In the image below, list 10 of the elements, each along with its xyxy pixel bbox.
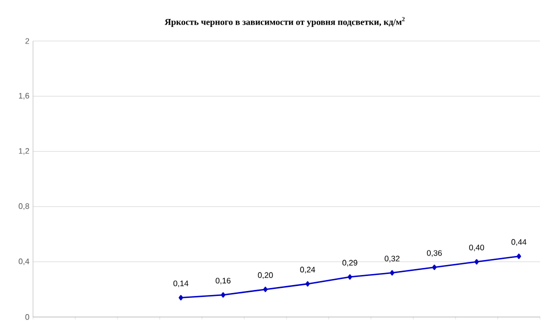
point xyxy=(305,281,310,287)
point xyxy=(348,274,352,280)
point xyxy=(263,286,268,292)
point xyxy=(178,294,184,300)
point xyxy=(220,292,226,298)
point xyxy=(432,264,437,270)
chart-title: Яркость черного в зависимости от уровня подсветки, кд/м$^{2}$ xyxy=(164,17,405,27)
point xyxy=(390,270,394,276)
point xyxy=(516,254,522,259)
point xyxy=(474,259,479,264)
